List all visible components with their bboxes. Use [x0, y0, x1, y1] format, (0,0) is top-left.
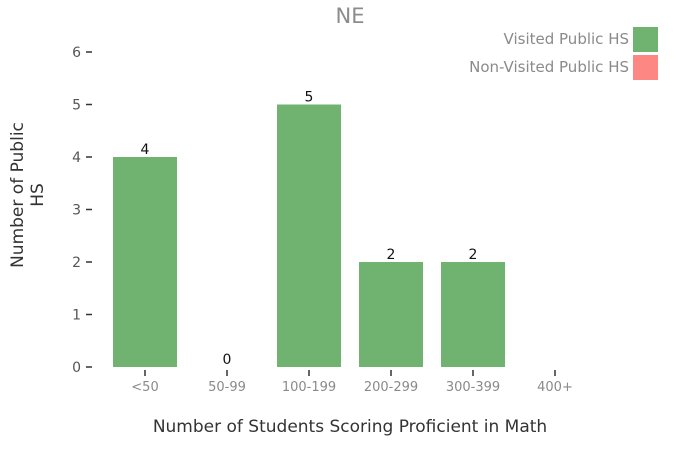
legend-item-visited[interactable]: Visited Public HS — [469, 25, 658, 53]
chart-title: NE — [335, 4, 365, 28]
y-tick-label: 4 — [72, 150, 81, 166]
y-tick-label: 5 — [72, 98, 81, 114]
y-tick-label: 1 — [72, 308, 81, 324]
legend-swatch-visited — [633, 26, 658, 52]
x-tick-label: 50-99 — [208, 380, 246, 395]
data-label: 4 — [141, 142, 150, 158]
data-label: 2 — [387, 247, 396, 263]
data-label: 0 — [223, 352, 232, 368]
x-tick-label: 100-199 — [282, 380, 336, 395]
data-label: 2 — [469, 247, 478, 263]
x-tick-label: 400+ — [537, 380, 573, 395]
x-tick-label: 300-399 — [446, 380, 500, 395]
legend-label-non-visited: Non-Visited Public HS — [469, 58, 629, 76]
y-tick-label: 6 — [72, 45, 81, 61]
bar — [113, 157, 177, 367]
bar — [277, 104, 341, 367]
bar — [441, 262, 505, 367]
x-tick-label: <50 — [131, 380, 158, 395]
legend-item-non-visited[interactable]: Non-Visited Public HS — [469, 53, 658, 81]
data-label: 5 — [305, 90, 314, 106]
x-axis-label: Number of Students Scoring Proficient in… — [152, 417, 548, 437]
y-tick-label: 0 — [72, 360, 81, 376]
y-tick-label: 2 — [72, 255, 81, 271]
legend-swatch-non-visited — [633, 54, 658, 80]
legend-label-visited: Visited Public HS — [503, 30, 629, 48]
legend: Visited Public HS Non-Visited Public HS — [469, 25, 658, 81]
bar — [359, 262, 423, 367]
x-tick-label: 200-299 — [364, 380, 418, 395]
y-tick-label: 3 — [72, 203, 81, 219]
